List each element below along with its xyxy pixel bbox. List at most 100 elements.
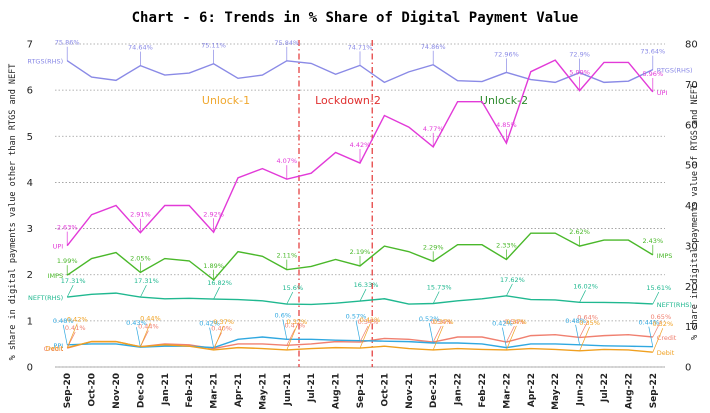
label-layer: RTGS(RHS) RTGS(RHS) 75.86% 74.64% 75.11% 75.8… (27, 39, 692, 358)
axis-layer: % share in digital payments value other … (8, 40, 700, 410)
data-label-upi-mar-21: 2.92% (203, 210, 224, 218)
x-tick-jun-22: Jun-22 (576, 373, 586, 406)
series-end-label-imps: IMPS (657, 252, 673, 260)
x-tick-feb-22: Feb-22 (478, 373, 488, 408)
y-tick-right-80: 80 (685, 40, 698, 51)
x-tick-mar-22: Mar-22 (502, 373, 512, 409)
data-label-upi-jun-21: 4.07% (276, 157, 297, 165)
series-neft-rhs (67, 292, 653, 306)
data-label-debit-mar-21: 0.37% (213, 318, 234, 326)
series-end-label-debit: Debit (657, 349, 675, 357)
series-start-label-upi: UPI (53, 243, 64, 251)
data-label-credit-sep-22: 0.65% (650, 313, 671, 321)
data-leader-ppi-jun-21 (282, 319, 288, 340)
data-leader-credit-sep-21 (359, 325, 369, 343)
y-tick-left-1: 1 (27, 316, 33, 327)
y-tick-left-6: 6 (27, 86, 33, 97)
series-start-label-rtgs-rhs: RTGS(RHS) (27, 58, 63, 66)
x-tick-jan-22: Jan-22 (454, 373, 464, 406)
x-tick-nov-20: Nov-20 (112, 373, 122, 409)
data-leader-debit-jun-22 (579, 326, 590, 351)
x-tick-mar-21: Mar-21 (210, 373, 220, 409)
data-leader-debit-dec-21 (432, 325, 444, 351)
data-label-neft-rhs-jun-21: 15.6% (282, 284, 303, 292)
data-label-debit-dec-20: 0.44% (140, 315, 161, 323)
data-label-rtgs-rhs-jun-22: 72.9% (569, 51, 590, 59)
data-leader-credit-jun-21 (286, 329, 296, 346)
x-tick-sep-20: Sep-20 (63, 373, 73, 408)
x-tick-feb-21: Feb-21 (185, 373, 195, 408)
data-label-imps-sep-20: 1.99% (57, 257, 78, 265)
series-end-label-neft-rhs: NEFT(RHS) (657, 301, 692, 309)
data-leader-neft-rhs-mar-21 (213, 286, 220, 300)
y-tick-right-10: 10 (685, 322, 698, 333)
data-label-rtgs-rhs-jun-21: 75.84% (274, 39, 299, 47)
data-leader-ppi-sep-21 (355, 320, 361, 341)
data-label-imps-sep-21: 2.19% (350, 248, 371, 256)
data-label-ppi-mar-21: 0.42% (199, 320, 220, 328)
data-leader-debit-dec-20 (140, 322, 151, 347)
data-label-upi-jun-22: 5.99% (569, 69, 590, 77)
data-leader-debit-mar-22 (506, 325, 517, 351)
data-label-neft-rhs-sep-22: 15.61% (646, 284, 671, 292)
series-end-label-credit: Credit (657, 334, 677, 342)
y-axis-label-left: % share in digital payments value other … (8, 64, 18, 361)
data-leader-neft-rhs-jun-22 (579, 290, 586, 303)
y-tick-left-7: 7 (27, 40, 33, 51)
data-label-ppi-sep-22: 0.44% (638, 319, 659, 327)
data-label-rtgs-rhs-sep-20: 75.86% (55, 39, 80, 47)
data-leader-credit-dec-21 (432, 325, 442, 343)
data-leader-neft-rhs-sep-21 (359, 288, 367, 302)
data-label-debit-jun-21: 0.37% (286, 318, 307, 326)
grid-layer (55, 43, 665, 368)
series-start-label-neft-rhs: NEFT(RHS) (28, 294, 63, 302)
data-leader-debit-sep-22 (652, 328, 664, 353)
y-axis-label-right: % share in digital payments value of RTG… (690, 84, 700, 340)
x-tick-may-22: May-22 (551, 373, 561, 410)
chart-title: Chart - 6: Trends in % Share of Digital … (131, 10, 579, 26)
data-label-credit-mar-21: 0.40% (211, 325, 232, 333)
data-label-neft-rhs-mar-21: 16.82% (207, 279, 232, 287)
x-tick-jun-21: Jun-21 (283, 373, 293, 406)
data-leader-debit-sep-20 (66, 323, 78, 348)
data-label-rtgs-rhs-mar-21: 75.11% (201, 42, 226, 50)
data-label-credit-mar-22: 0.54% (504, 318, 525, 326)
data-label-neft-rhs-dec-21: 15.73% (427, 283, 452, 291)
y-tick-left-5: 5 (27, 132, 33, 143)
series-start-label-debit: Debit (46, 345, 64, 353)
data-label-imps-mar-21: 1.89% (203, 262, 224, 270)
y-tick-right-50: 50 (685, 161, 698, 172)
data-label-debit-mar-22: 0.37% (506, 318, 527, 326)
x-tick-jul-22: Jul-22 (600, 373, 610, 403)
data-label-upi-sep-21: 4.42% (350, 141, 371, 149)
data-label-neft-rhs-dec-20: 17.31% (134, 277, 159, 285)
period-label-unlock-2: Unlock-2 (480, 94, 528, 107)
x-tick-may-21: May-21 (258, 373, 268, 410)
x-tick-jan-21: Jan-21 (161, 373, 171, 406)
y-tick-left-4: 4 (27, 178, 33, 189)
data-leader-credit-sep-22 (652, 320, 662, 338)
data-leader-neft-rhs-mar-22 (506, 283, 513, 297)
data-label-debit-jun-22: 0.35% (579, 319, 600, 327)
data-label-imps-jun-22: 2.62% (569, 228, 590, 236)
x-tick-nov-21: Nov-21 (405, 373, 415, 409)
data-leader-neft-rhs-jun-21 (286, 291, 294, 305)
series-end-label-rtgs-rhs: RTGS(RHS) (657, 67, 693, 75)
data-label-upi-sep-22: 5.96% (642, 70, 663, 78)
period-label-lockdown-2: Lockdown-2 (315, 94, 381, 107)
data-label-debit-sep-21: 0.41% (360, 316, 381, 324)
data-label-neft-rhs-sep-20: 17.31% (61, 277, 86, 285)
data-label-imps-dec-21: 2.29% (423, 243, 444, 251)
data-label-upi-sep-20: 2.63% (57, 224, 78, 232)
data-leader-neft-rhs-sep-20 (66, 284, 74, 298)
series-start-label-imps: IMPS (48, 272, 64, 280)
data-leader-ppi-jun-22 (575, 324, 580, 345)
series-start-label-ppi: PPI (53, 342, 63, 350)
x-tick-aug-22: Aug-22 (624, 373, 634, 409)
y-tick-right-70: 70 (685, 80, 698, 91)
data-label-ppi-sep-21: 0.57% (346, 313, 367, 321)
y-tick-right-30: 30 (685, 241, 698, 252)
data-leader-debit-jun-21 (286, 325, 298, 351)
series-line-neft-rhs (67, 292, 653, 306)
x-tick-apr-22: Apr-22 (527, 373, 537, 407)
